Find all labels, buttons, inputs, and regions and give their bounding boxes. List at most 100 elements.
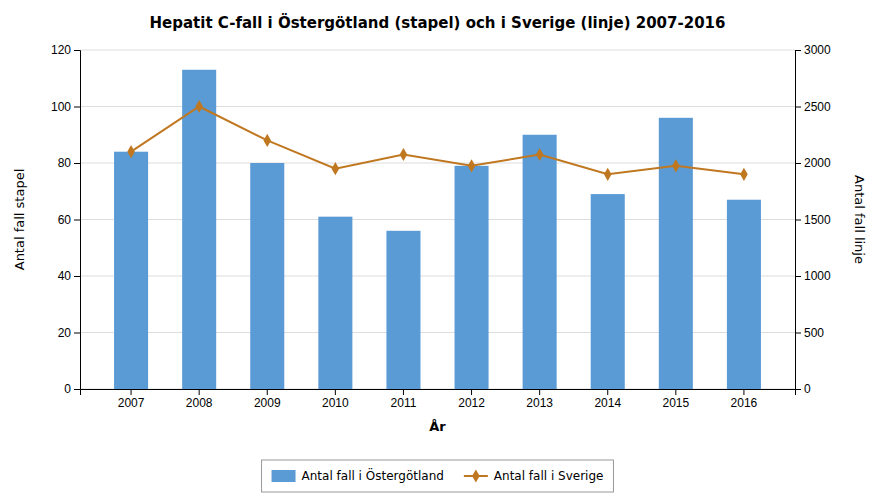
legend-box — [262, 460, 614, 492]
tick-mark — [795, 163, 801, 164]
tick-label: 2011 — [391, 396, 417, 410]
tick: 100 — [51, 100, 80, 114]
tick-mark — [743, 389, 744, 395]
tick: 0 — [795, 382, 811, 396]
tick-label: 40 — [58, 269, 72, 283]
tick: 2012 — [458, 389, 485, 410]
title: Hepatit C-fall i Östergötland (stapel) o… — [150, 13, 726, 32]
bar — [659, 118, 693, 389]
tick-label: 500 — [804, 326, 824, 340]
x-axis: 2007200820092010201120122013201420152016 — [81, 389, 796, 410]
bar — [591, 194, 625, 389]
tick-mark — [74, 333, 80, 334]
bar-series — [114, 70, 761, 389]
line-series — [127, 100, 747, 181]
tick: 20 — [58, 326, 80, 340]
legend: Antal fall i Östergötland Antal fall i Sv… — [262, 460, 614, 492]
legend-label: Antal fall i Östergötland — [302, 467, 444, 483]
marker — [127, 145, 135, 158]
legend-marker — [472, 469, 480, 482]
tick-mark — [795, 50, 801, 51]
tick-label: 2500 — [804, 100, 831, 114]
tick-mark — [607, 389, 608, 395]
tick-label: 2014 — [594, 396, 621, 410]
marker — [672, 159, 680, 172]
tick: 2014 — [594, 389, 621, 410]
tick: 2016 — [731, 389, 758, 410]
tick: 0 — [64, 382, 80, 396]
tick-mark — [74, 107, 80, 108]
tick-label: 2013 — [526, 396, 553, 410]
tick: 2008 — [186, 389, 213, 410]
tick-mark — [199, 389, 200, 395]
legend-label: Antal fall i Sverige — [494, 469, 604, 483]
tick-mark — [675, 389, 676, 395]
tick-mark — [74, 276, 80, 277]
tick: 40 — [58, 269, 80, 283]
marker — [263, 134, 271, 147]
tick-label: 2009 — [254, 396, 281, 410]
tick-mark — [131, 389, 132, 395]
legend-item: Antal fall i Sverige — [464, 469, 604, 483]
marker — [332, 162, 340, 175]
tick-mark — [795, 220, 801, 221]
tick-mark — [795, 276, 801, 277]
tick: 2009 — [254, 389, 281, 410]
tick: 1500 — [795, 213, 831, 227]
axis-line — [74, 51, 81, 390]
tick-label: 60 — [58, 213, 72, 227]
tick: 2007 — [118, 389, 145, 410]
tick: 500 — [795, 326, 824, 340]
tick-label: 1000 — [804, 269, 831, 283]
tick-label: 2012 — [458, 396, 485, 410]
bar — [114, 152, 148, 389]
plot-area — [114, 70, 761, 389]
tick: 120 — [51, 43, 80, 57]
bar — [523, 135, 557, 389]
bar — [386, 231, 420, 389]
tick-label: 2010 — [322, 396, 349, 410]
tick-label: 100 — [51, 100, 71, 114]
x-axis-label: År — [429, 419, 446, 434]
tick-mark — [335, 389, 336, 395]
bar — [250, 163, 284, 389]
marker — [536, 148, 544, 161]
legend-swatch — [272, 470, 296, 482]
marker — [400, 148, 408, 161]
tick-label: 1500 — [804, 213, 831, 227]
tick-label: 120 — [51, 43, 71, 57]
bar — [455, 166, 489, 389]
tick: 2500 — [795, 100, 831, 114]
marker — [740, 168, 748, 181]
tick-mark — [74, 389, 80, 390]
axis-line — [81, 390, 796, 396]
legend-item: Antal fall i Östergötland — [272, 467, 444, 483]
grid — [80, 50, 795, 389]
grid-line — [80, 50, 795, 51]
tick: 2000 — [795, 156, 831, 170]
tick-mark — [471, 389, 472, 395]
y-axis-label: Antal fall stapel — [12, 169, 27, 271]
marker — [195, 100, 203, 113]
tick-label: 2000 — [804, 156, 831, 170]
tick-label: 0 — [64, 382, 71, 396]
chart: 2007200820092010201120122013201420152016… — [0, 0, 875, 504]
tick-label: 2008 — [186, 396, 213, 410]
marker — [604, 168, 612, 181]
tick: 1000 — [795, 269, 831, 283]
tick-mark — [539, 389, 540, 395]
tick-mark — [795, 333, 801, 334]
tick: 2013 — [526, 389, 553, 410]
axis-line — [796, 51, 802, 390]
tick: 3000 — [795, 43, 831, 57]
tick: 2010 — [322, 389, 349, 410]
tick-label: 20 — [58, 326, 72, 340]
tick-mark — [267, 389, 268, 395]
tick-mark — [74, 220, 80, 221]
marker — [468, 159, 476, 172]
tick-mark — [74, 163, 80, 164]
tick: 60 — [58, 213, 80, 227]
tick-mark — [795, 389, 801, 390]
tick-mark — [74, 50, 80, 51]
y2-axis: 0 500 1000 1500 2000 2500 3000 — [795, 43, 831, 396]
